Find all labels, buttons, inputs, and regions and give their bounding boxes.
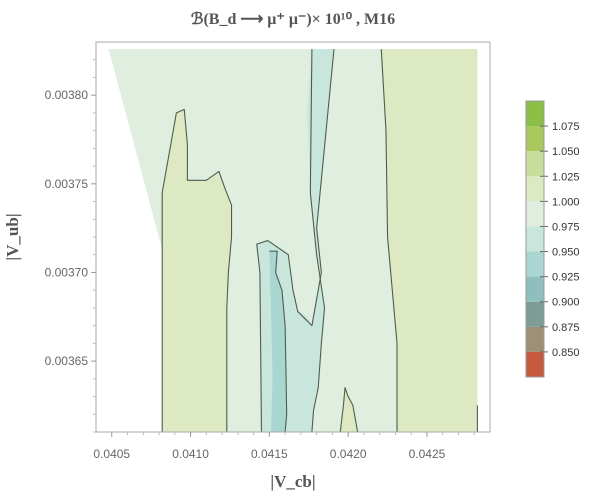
legend-band — [526, 101, 544, 127]
legend-frame — [525, 100, 545, 378]
chart-title: ℬ(B_d ⟶ μ⁺ μ⁻)× 10¹⁰ , M16 — [191, 11, 395, 28]
regions-layer — [108, 49, 478, 432]
legend-label: 1.000 — [552, 196, 580, 208]
contour-line-1 — [309, 49, 326, 432]
legend-label: 0.975 — [552, 221, 580, 233]
legend-label: 1.075 — [552, 121, 580, 133]
y-ticks-layer: 0.00365 0.00370 0.00375 0.00380 — [45, 59, 96, 433]
x-ticks-layer: 0.0405 0.0410 0.0415 0.0420 0.0425 — [93, 432, 475, 461]
legend-band — [526, 201, 544, 227]
legend-bands — [526, 101, 544, 377]
legend-labels: 0.850 0.875 0.900 0.925 0.950 0.975 1.000 1.025… — [540, 121, 580, 359]
left-high-region — [162, 109, 232, 432]
legend-band — [526, 276, 544, 302]
x-axis: 0.0405 0.0410 0.0415 0.0420 0.0425 |V_cb| — [93, 431, 490, 491]
plot-area — [95, 41, 491, 433]
x-tick-label: 0.0410 — [172, 447, 209, 461]
contour-line-3 — [269, 250, 288, 432]
right-high-region — [381, 49, 478, 432]
contour-line-2 — [256, 49, 335, 432]
legend-label: 0.875 — [552, 322, 580, 334]
y-tick-label: 0.00365 — [45, 354, 89, 368]
y-axis-label: |V_ub| — [3, 213, 22, 260]
legend-label: 1.025 — [552, 171, 580, 183]
legend-band — [526, 176, 544, 202]
legend-band — [526, 226, 544, 252]
legend-band — [526, 126, 544, 152]
contour-line-4 — [380, 49, 398, 432]
legend-band — [526, 326, 544, 352]
legend-label: 0.950 — [552, 247, 580, 259]
legend-band — [526, 251, 544, 277]
legend-label: 0.900 — [552, 297, 580, 309]
y-tick-label: 0.00375 — [45, 177, 89, 191]
legend-label: 1.050 — [552, 146, 580, 158]
legend-label: 0.925 — [552, 272, 580, 284]
x-tick-label: 0.0425 — [409, 447, 446, 461]
contour-line-5 — [339, 387, 359, 432]
legend-band — [526, 151, 544, 177]
y-tick-label: 0.00370 — [45, 265, 89, 279]
contour-line-0 — [161, 108, 233, 432]
y-axis: 0.00365 0.00370 0.00375 0.00380 |V_ub| — [3, 42, 97, 433]
title-layer: ℬ(B_d ⟶ μ⁺ μ⁻)× 10¹⁰ , M16 — [191, 11, 395, 28]
legend: 0.850 0.875 0.900 0.925 0.950 0.975 1.000 1.025… — [525, 100, 580, 378]
y-tick-label: 0.00380 — [45, 88, 89, 102]
x-tick-label: 0.0415 — [251, 447, 288, 461]
x-tick-label: 0.0420 — [330, 447, 367, 461]
x-axis-label: |V_cb| — [270, 472, 315, 491]
legend-label: 0.850 — [552, 347, 580, 359]
bottom-small-high-region — [340, 387, 358, 432]
legend-band — [526, 301, 544, 327]
legend-band — [526, 351, 544, 377]
contours-layer — [161, 49, 478, 432]
x-tick-label: 0.0405 — [93, 447, 130, 461]
